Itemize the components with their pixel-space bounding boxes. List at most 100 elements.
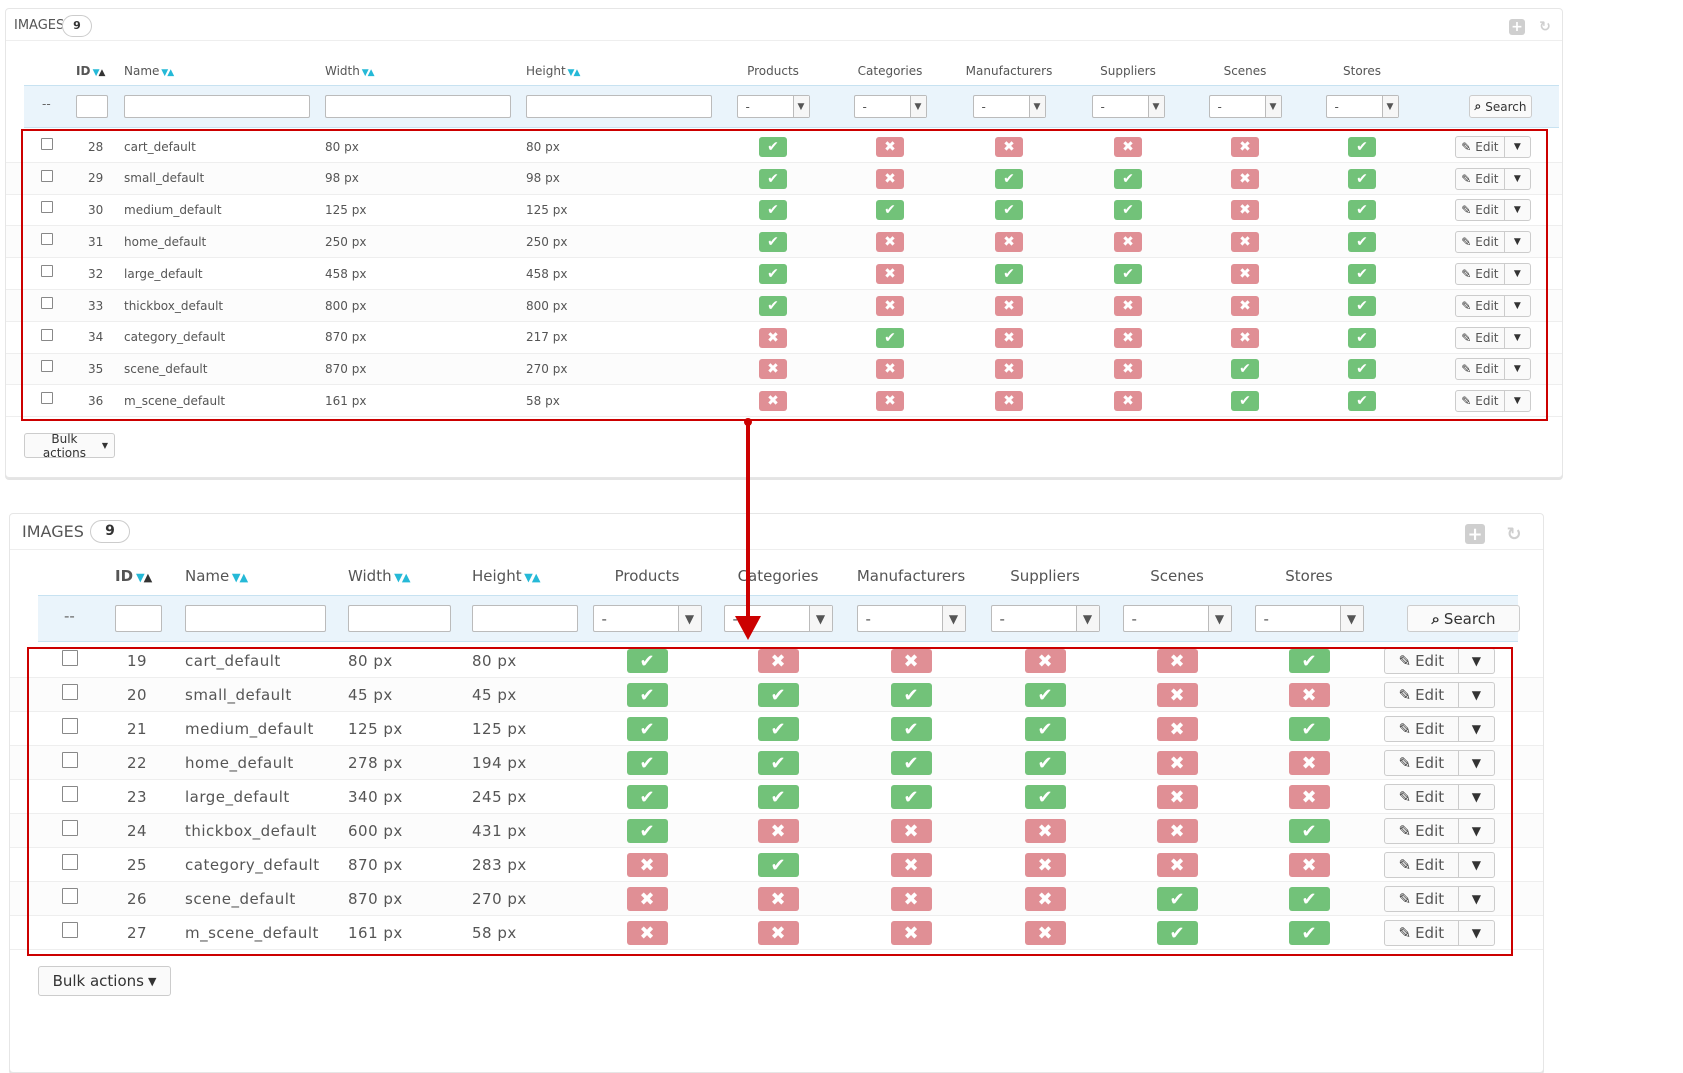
sort-asc-icon[interactable]: ▲ bbox=[573, 68, 580, 78]
row-checkbox[interactable] bbox=[41, 169, 53, 182]
categories-status-check-icon[interactable]: ✔ bbox=[757, 683, 799, 707]
categories-status-cross-icon[interactable]: ✖ bbox=[876, 168, 904, 189]
sort-arrows-icon[interactable]: ▼▲ bbox=[159, 68, 174, 78]
categories-status-cross-icon[interactable]: ✖ bbox=[876, 264, 904, 285]
caret-down-icon[interactable]: ▼ bbox=[1471, 926, 1481, 940]
sort-arrows-icon[interactable]: ▼▲ bbox=[133, 571, 152, 584]
edit-button[interactable]: ✎ Edit bbox=[1385, 649, 1459, 673]
caret-down-icon[interactable]: ▼ bbox=[1513, 205, 1521, 216]
row-checkbox[interactable] bbox=[41, 233, 53, 246]
table-row[interactable]: 21 medium_default 125 px 125 px ✔ ✔ ✔ ✔ ✖ ✔ ✎ Edit ▼ bbox=[10, 712, 1543, 746]
suppliers-status-cross-icon[interactable]: ✖ bbox=[1114, 136, 1142, 157]
row-checkbox[interactable] bbox=[41, 296, 53, 309]
filter-scenes-select[interactable]: - ▼ bbox=[1122, 605, 1232, 632]
caret-down-icon[interactable]: ▼ bbox=[1471, 756, 1481, 770]
row-checkbox[interactable] bbox=[62, 786, 78, 802]
categories-status-check-icon[interactable]: ✔ bbox=[876, 327, 904, 348]
edit-button[interactable]: ✎ Edit bbox=[1456, 200, 1505, 221]
suppliers-status-cross-icon[interactable]: ✖ bbox=[1114, 391, 1142, 412]
products-status-check-icon[interactable]: ✔ bbox=[626, 717, 668, 741]
edit-button[interactable]: ✎ Edit bbox=[1456, 232, 1505, 253]
refresh-icon[interactable]: ↻ bbox=[1539, 19, 1551, 35]
stores-status-check-icon[interactable]: ✔ bbox=[1348, 391, 1376, 412]
suppliers-status-check-icon[interactable]: ✔ bbox=[1114, 168, 1142, 189]
caret-down-icon[interactable]: ▼ bbox=[1513, 396, 1521, 407]
edit-button[interactable]: ✎ Edit bbox=[1385, 921, 1459, 945]
suppliers-status-check-icon[interactable]: ✔ bbox=[1114, 200, 1142, 221]
products-status-cross-icon[interactable]: ✖ bbox=[759, 359, 787, 380]
sort-asc-icon[interactable]: ▲ bbox=[401, 571, 411, 584]
stores-status-check-icon[interactable]: ✔ bbox=[1288, 717, 1330, 741]
bulk-actions-button[interactable]: Bulk actions ▼ bbox=[24, 432, 115, 460]
stores-status-check-icon[interactable]: ✔ bbox=[1288, 819, 1330, 843]
table-row[interactable]: 19 cart_default 80 px 80 px ✔ ✖ ✖ ✖ ✖ ✔ ✎ Edit ▼ bbox=[10, 644, 1543, 678]
table-row[interactable]: 25 category_default 870 px 283 px ✖ ✔ ✖ ✖ ✖ ✖ ✎ Edi… bbox=[10, 848, 1543, 882]
sort-desc-icon[interactable]: ▼ bbox=[92, 68, 100, 78]
table-row[interactable]: 29 small_default 98 px 98 px ✔ ✖ ✔ ✔ ✖ ✔ ✎ Edit ▼ bbox=[6, 162, 1562, 195]
scenes-status-cross-icon[interactable]: ✖ bbox=[1231, 136, 1259, 157]
products-status-check-icon[interactable]: ✔ bbox=[759, 168, 787, 189]
filter-categories-select[interactable]: - ▼ bbox=[853, 95, 927, 118]
sort-arrows-icon[interactable]: ▼▲ bbox=[522, 571, 540, 584]
categories-status-cross-icon[interactable]: ✖ bbox=[876, 136, 904, 157]
manufacturers-status-cross-icon[interactable]: ✖ bbox=[890, 649, 932, 673]
chevron-down-icon[interactable]: ▼ bbox=[1207, 606, 1231, 631]
manufacturers-status-cross-icon[interactable]: ✖ bbox=[995, 295, 1023, 316]
suppliers-status-check-icon[interactable]: ✔ bbox=[1024, 717, 1066, 741]
sort-arrows-icon[interactable]: ▼▲ bbox=[229, 571, 248, 584]
table-row[interactable]: 26 scene_default 870 px 270 px ✖ ✖ ✖ ✖ ✔ ✔ ✎ Edit ▼ bbox=[10, 882, 1543, 916]
suppliers-status-cross-icon[interactable]: ✖ bbox=[1024, 887, 1066, 911]
caret-down-icon[interactable]: ▼ bbox=[1471, 892, 1481, 906]
table-row[interactable]: 36 m_scene_default 161 px 58 px ✖ ✖ ✖ ✖ ✔ ✔ ✎ Edit ▼ bbox=[6, 385, 1562, 418]
manufacturers-status-check-icon[interactable]: ✔ bbox=[890, 717, 932, 741]
stores-status-check-icon[interactable]: ✔ bbox=[1348, 295, 1376, 316]
filter-products-select[interactable]: - ▼ bbox=[736, 95, 810, 118]
chevron-down-icon[interactable]: ▼ bbox=[909, 96, 926, 117]
manufacturers-status-check-icon[interactable]: ✔ bbox=[890, 751, 932, 775]
add-icon[interactable]: + bbox=[1509, 19, 1525, 35]
categories-status-check-icon[interactable]: ✔ bbox=[757, 785, 799, 809]
sort-desc-icon[interactable]: ▼ bbox=[361, 68, 369, 78]
column-header-width[interactable]: Width ▼▲ bbox=[348, 567, 411, 585]
filter-width-input[interactable] bbox=[325, 95, 511, 118]
scenes-status-cross-icon[interactable]: ✖ bbox=[1156, 683, 1198, 707]
table-row[interactable]: 32 large_default 458 px 458 px ✔ ✖ ✔ ✔ ✖ ✔ ✎ Edit ▼ bbox=[6, 258, 1562, 290]
row-checkbox[interactable] bbox=[41, 360, 53, 373]
categories-status-cross-icon[interactable]: ✖ bbox=[876, 232, 904, 253]
row-checkbox[interactable] bbox=[62, 684, 78, 700]
suppliers-status-check-icon[interactable]: ✔ bbox=[1024, 785, 1066, 809]
scenes-status-check-icon[interactable]: ✔ bbox=[1156, 921, 1198, 945]
row-checkbox[interactable] bbox=[62, 854, 78, 870]
stores-status-check-icon[interactable]: ✔ bbox=[1348, 232, 1376, 253]
bulk-actions-button[interactable]: Bulk actions ▼ bbox=[38, 966, 171, 996]
filter-stores-select[interactable]: - ▼ bbox=[1325, 95, 1399, 118]
filter-scenes-select[interactable]: - ▼ bbox=[1208, 95, 1282, 118]
sort-desc-icon[interactable]: ▼ bbox=[135, 571, 145, 584]
row-checkbox[interactable] bbox=[41, 201, 53, 214]
manufacturers-status-check-icon[interactable]: ✔ bbox=[995, 168, 1023, 189]
sort-desc-icon[interactable]: ▼ bbox=[567, 68, 575, 78]
filter-height-input[interactable] bbox=[472, 605, 578, 632]
sort-arrows-icon[interactable]: ▼▲ bbox=[90, 68, 106, 78]
table-row[interactable]: 35 scene_default 870 px 270 px ✖ ✖ ✖ ✖ ✔ ✔ ✎ Edit ▼ bbox=[6, 353, 1562, 386]
filter-suppliers-select[interactable]: - ▼ bbox=[990, 605, 1100, 632]
column-header-name[interactable]: Name ▼▲ bbox=[124, 64, 174, 78]
caret-down-icon[interactable]: ▼ bbox=[1513, 364, 1521, 375]
suppliers-status-cross-icon[interactable]: ✖ bbox=[1114, 359, 1142, 380]
manufacturers-status-cross-icon[interactable]: ✖ bbox=[995, 359, 1023, 380]
row-checkbox[interactable] bbox=[62, 650, 78, 666]
products-status-cross-icon[interactable]: ✖ bbox=[626, 853, 668, 877]
scenes-status-cross-icon[interactable]: ✖ bbox=[1156, 819, 1198, 843]
products-status-check-icon[interactable]: ✔ bbox=[759, 200, 787, 221]
sort-asc-icon[interactable]: ▲ bbox=[531, 571, 541, 584]
manufacturers-status-check-icon[interactable]: ✔ bbox=[890, 785, 932, 809]
row-checkbox[interactable] bbox=[41, 265, 53, 278]
stores-status-check-icon[interactable]: ✔ bbox=[1288, 921, 1330, 945]
column-header-height[interactable]: Height ▼▲ bbox=[472, 567, 540, 585]
table-row[interactable]: 30 medium_default 125 px 125 px ✔ ✔ ✔ ✔ ✖ ✔ ✎ Edit ▼ bbox=[6, 195, 1562, 227]
table-row[interactable]: 34 category_default 870 px 217 px ✖ ✔ ✖ ✖ ✖ ✔ ✎ Edi… bbox=[6, 322, 1562, 354]
categories-status-cross-icon[interactable]: ✖ bbox=[757, 819, 799, 843]
chevron-down-icon[interactable]: ▼ bbox=[1028, 96, 1045, 117]
column-header-id[interactable]: ID ▼▲ bbox=[76, 64, 106, 78]
table-row[interactable]: 22 home_default 278 px 194 px ✔ ✔ ✔ ✔ ✖ ✖ ✎ Edit ▼ bbox=[10, 746, 1543, 780]
